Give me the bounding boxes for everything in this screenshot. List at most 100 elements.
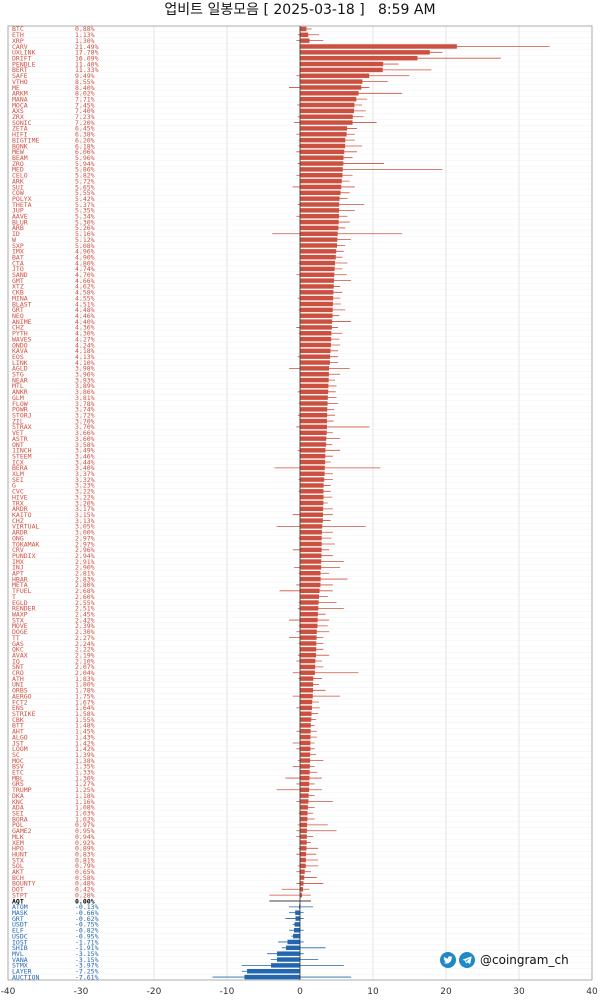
row-name: XTZ — [12, 283, 24, 291]
bar — [300, 243, 338, 248]
row-value: 16.09% — [75, 54, 99, 62]
row-value: 5.65% — [75, 183, 95, 191]
row-value: 3.17% — [75, 505, 95, 513]
bar — [300, 85, 362, 90]
row-value: 3.89% — [75, 382, 95, 390]
row-value: 4.58% — [75, 289, 95, 297]
row-name: LOOM — [12, 745, 28, 753]
row-name: ATH — [12, 675, 24, 683]
row-name: TFUEL — [12, 587, 32, 595]
bar — [300, 213, 339, 219]
row-value: 0.48% — [75, 880, 95, 888]
row-value: 2.83% — [75, 575, 95, 583]
row-value: 1.30% — [75, 774, 95, 782]
row-name: ARKM — [12, 90, 28, 98]
bar — [300, 149, 345, 155]
row-name: SEI — [12, 809, 24, 817]
row-value: 5.12% — [75, 236, 95, 244]
row-value: 1.30% — [75, 37, 95, 45]
row-name: ENS — [12, 704, 24, 712]
row-value: 4.51% — [75, 300, 95, 308]
bar — [294, 922, 300, 927]
row-name: BSV — [12, 763, 24, 771]
row-name: CHZ — [12, 324, 24, 332]
row-name: W — [12, 236, 16, 244]
bar — [300, 734, 311, 740]
row-value: 5.30% — [75, 218, 95, 226]
row-name: CELO — [12, 172, 28, 180]
row-value: 8.02% — [75, 90, 95, 98]
brand-watermark: @coingram_ch — [440, 950, 600, 970]
bar — [300, 770, 310, 775]
row-value: 8.55% — [75, 78, 95, 86]
row-value: 8.40% — [75, 84, 95, 92]
row-value: 2.07% — [75, 663, 95, 671]
bar — [300, 611, 318, 617]
row-name: CKB — [12, 289, 24, 297]
bar — [300, 295, 334, 301]
row-name: BTC — [12, 25, 24, 33]
bar — [287, 939, 300, 945]
bar — [300, 688, 313, 693]
row-name: DKA — [12, 792, 24, 800]
bar — [300, 260, 336, 266]
row-name: ATOM — [12, 903, 28, 911]
row-value: 0.89% — [75, 845, 95, 853]
bar — [300, 676, 314, 681]
row-name: GAS — [12, 640, 24, 648]
bar — [300, 494, 324, 500]
row-name: IMX — [12, 558, 24, 566]
row-name: BLAST — [12, 300, 32, 308]
row-name: QKC — [12, 646, 24, 654]
row-value: 3.13% — [75, 517, 95, 525]
bar — [300, 752, 311, 757]
bar — [300, 73, 370, 78]
bar — [300, 342, 331, 348]
row-value: 1.35% — [75, 763, 95, 771]
row-name: TT — [12, 634, 20, 642]
bar — [300, 442, 327, 447]
row-name: JTO — [12, 265, 24, 273]
row-value: 1.27% — [75, 780, 95, 788]
bar — [286, 945, 300, 951]
row-value: 0.00% — [75, 897, 95, 905]
bar — [300, 875, 305, 880]
x-tick-label: -20 — [147, 987, 162, 997]
axis-layer: -40 -30 -20 -10 0 10 20 30 40 — [1, 25, 598, 997]
row-value: -0.66% — [75, 909, 99, 917]
bar — [300, 664, 316, 670]
row-name: META — [12, 581, 28, 589]
bar — [300, 746, 311, 752]
row-name: NEO — [12, 312, 24, 320]
row-value: 3.72% — [75, 412, 95, 420]
row-value: 7.71% — [75, 95, 95, 103]
bar — [300, 401, 328, 406]
row-name: EGLD — [12, 599, 28, 607]
row-name: AKT — [12, 868, 24, 876]
row-name: ANKR — [12, 388, 28, 396]
row-name: SONIC — [12, 119, 32, 127]
row-value: 3.23% — [75, 482, 95, 490]
bar — [300, 38, 310, 43]
bar — [300, 576, 321, 582]
row-value: 1.43% — [75, 733, 95, 741]
row-name: ZRO — [12, 160, 24, 168]
bar — [300, 44, 457, 49]
bar — [300, 366, 330, 371]
x-tick-label: -10 — [220, 987, 235, 997]
row-name: GRT — [12, 915, 24, 923]
row-name: VTHO — [12, 78, 28, 86]
row-value: 1.83% — [75, 675, 95, 683]
row-name: HIFI — [12, 131, 28, 139]
row-name: SEI — [12, 476, 24, 484]
row-value: 6.45% — [75, 125, 95, 133]
row-name: AAVE — [12, 213, 28, 221]
row-value: 5.86% — [75, 166, 95, 174]
row-name: CRV — [12, 546, 24, 554]
row-name: PUNDIX — [12, 552, 36, 560]
bar — [294, 928, 300, 933]
bar — [300, 418, 328, 424]
row-value: 1.16% — [75, 798, 95, 806]
row-name: ICX — [12, 458, 24, 466]
row-value: -0.13% — [75, 903, 99, 911]
